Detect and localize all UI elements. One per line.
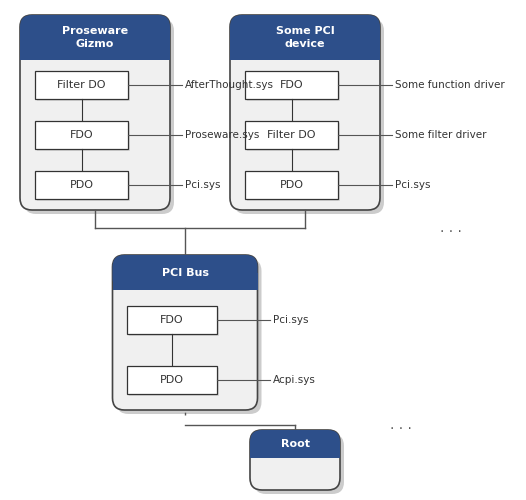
FancyBboxPatch shape xyxy=(234,19,384,214)
Text: PDO: PDO xyxy=(69,180,94,190)
Text: AfterThought.sys: AfterThought.sys xyxy=(185,80,274,90)
Bar xyxy=(250,444,340,458)
Bar xyxy=(245,71,338,99)
Text: Some filter driver: Some filter driver xyxy=(395,130,487,140)
FancyBboxPatch shape xyxy=(24,19,174,214)
FancyBboxPatch shape xyxy=(116,259,261,414)
Bar xyxy=(113,272,258,290)
Bar xyxy=(35,71,128,99)
Bar xyxy=(129,308,219,336)
Text: Pci.sys: Pci.sys xyxy=(395,180,430,190)
Text: Some function driver: Some function driver xyxy=(395,80,505,90)
FancyBboxPatch shape xyxy=(113,255,258,410)
Text: PDO: PDO xyxy=(160,375,184,385)
Text: FDO: FDO xyxy=(280,80,304,90)
Text: PDO: PDO xyxy=(279,180,304,190)
Bar xyxy=(37,173,130,201)
Text: Pci.sys: Pci.sys xyxy=(185,180,220,190)
Bar xyxy=(127,366,217,394)
FancyBboxPatch shape xyxy=(254,434,344,494)
Bar xyxy=(247,173,340,201)
Text: . . .: . . . xyxy=(390,418,412,432)
Text: PCI Bus: PCI Bus xyxy=(161,268,208,278)
FancyBboxPatch shape xyxy=(250,430,340,458)
Bar xyxy=(247,123,340,151)
Bar xyxy=(20,38,170,60)
Text: FDO: FDO xyxy=(160,315,184,325)
FancyBboxPatch shape xyxy=(230,15,380,210)
Text: Pci.sys: Pci.sys xyxy=(272,315,308,325)
Bar xyxy=(247,73,340,101)
Bar xyxy=(129,368,219,396)
Text: Filter DO: Filter DO xyxy=(267,130,316,140)
Text: Filter DO: Filter DO xyxy=(57,80,106,90)
FancyBboxPatch shape xyxy=(20,15,170,60)
FancyBboxPatch shape xyxy=(250,430,340,490)
Text: FDO: FDO xyxy=(69,130,93,140)
FancyBboxPatch shape xyxy=(20,15,170,210)
Bar xyxy=(245,121,338,149)
Text: Acpi.sys: Acpi.sys xyxy=(272,375,316,385)
Bar xyxy=(245,171,338,199)
Text: Root: Root xyxy=(280,439,309,449)
FancyBboxPatch shape xyxy=(113,255,258,290)
FancyBboxPatch shape xyxy=(230,15,380,60)
Text: Proseware.sys: Proseware.sys xyxy=(185,130,259,140)
Bar xyxy=(35,171,128,199)
Bar xyxy=(37,73,130,101)
Bar xyxy=(37,123,130,151)
Bar xyxy=(35,121,128,149)
Text: Proseware
Gizmo: Proseware Gizmo xyxy=(62,26,128,48)
Text: Some PCI
device: Some PCI device xyxy=(276,26,335,48)
Bar xyxy=(230,38,380,60)
Text: . . .: . . . xyxy=(440,221,462,235)
Bar xyxy=(127,306,217,334)
